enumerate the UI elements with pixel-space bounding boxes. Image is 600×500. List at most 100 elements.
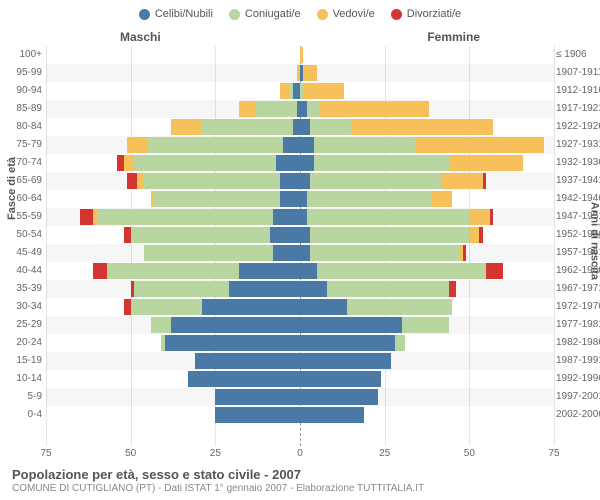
birth-year-label: 1907-1911 [556,64,600,82]
male-bar [239,101,300,117]
male-bar [161,335,300,351]
bar-segment [307,191,432,207]
population-pyramid-chart: 100+≤ 190695-991907-191190-941912-191685… [46,46,554,446]
age-row: 90-941912-1916 [46,82,554,100]
bar-segment [107,263,239,279]
bar-segment [314,155,449,171]
female-bar [300,227,483,243]
x-tick-label: 25 [379,448,390,459]
bar-segment [432,191,452,207]
age-label: 100+ [2,46,42,64]
birth-year-label: 1917-1921 [556,100,600,118]
bar-segment [202,299,300,315]
bar-segment [93,263,107,279]
age-row: 60-641942-1946 [46,190,554,208]
bar-segment [449,281,456,297]
legend-label: Divorziati/e [407,8,461,20]
female-bar [300,65,317,81]
bar-segment [300,371,381,387]
birth-year-label: 1982-1986 [556,334,600,352]
male-bar [131,281,300,297]
age-label: 80-84 [2,118,42,136]
bar-segment [402,317,449,333]
bar-segment [483,173,486,189]
female-bar [300,173,486,189]
age-label: 60-64 [2,190,42,208]
bar-segment [300,407,364,423]
birth-year-label: 1932-1936 [556,154,600,172]
bar-segment [131,227,270,243]
female-bar [300,335,405,351]
age-row: 20-241982-1986 [46,334,554,352]
x-tick-label: 75 [548,448,559,459]
bar-segment [415,137,544,153]
age-label: 45-49 [2,244,42,262]
birth-year-label: 1952-1956 [556,226,600,244]
age-row: 40-441962-1966 [46,262,554,280]
birth-year-label: 1937-1941 [556,172,600,190]
bar-segment [300,299,347,315]
female-bar [300,281,456,297]
bar-segment [256,101,297,117]
bar-segment [395,335,405,351]
age-row: 45-491957-1961 [46,244,554,262]
bar-segment [486,263,503,279]
female-bar [300,83,344,99]
x-tick-label: 0 [297,448,303,459]
age-label: 95-99 [2,64,42,82]
age-label: 15-19 [2,352,42,370]
bar-segment [117,155,124,171]
age-label: 50-54 [2,226,42,244]
age-row: 70-741932-1936 [46,154,554,172]
age-label: 20-24 [2,334,42,352]
bar-segment [310,227,469,243]
legend-item: Vedovi/e [317,8,375,20]
birth-year-label: 1922-1926 [556,118,600,136]
age-row: 25-291977-1981 [46,316,554,334]
age-row: 75-791927-1931 [46,136,554,154]
legend-dot [139,9,150,20]
bar-segment [317,263,486,279]
age-label: 30-34 [2,298,42,316]
bar-segment [479,227,482,243]
bar-segment [320,101,428,117]
bar-segment [80,209,94,225]
age-row: 0-42002-2006 [46,406,554,424]
bar-segment [124,227,131,243]
bar-segment [300,227,310,243]
birth-year-label: 1997-2001 [556,388,600,406]
age-row: 100+≤ 1906 [46,46,554,64]
male-bar [127,173,300,189]
bar-segment [215,389,300,405]
bar-segment [188,371,300,387]
birth-year-label: 1962-1966 [556,262,600,280]
birth-year-label: 1967-1971 [556,280,600,298]
age-row: 35-391967-1971 [46,280,554,298]
birth-year-label: 1977-1981 [556,316,600,334]
bar-segment [134,281,229,297]
female-bar [300,101,429,117]
age-label: 10-14 [2,370,42,388]
x-tick-label: 50 [464,448,475,459]
age-row: 95-991907-1911 [46,64,554,82]
bar-segment [327,281,449,297]
bar-segment [280,83,290,99]
bar-segment [273,245,300,261]
gridline [554,46,555,446]
bar-segment [283,137,300,153]
age-label: 65-69 [2,172,42,190]
male-bar [171,119,300,135]
bar-segment [195,353,300,369]
bar-segment [310,119,351,135]
birth-year-label: 1912-1916 [556,82,600,100]
age-label: 55-59 [2,208,42,226]
bar-segment [300,155,314,171]
age-row: 30-341972-1976 [46,298,554,316]
male-bar [215,407,300,423]
bar-segment [131,299,202,315]
legend-item: Celibi/Nubili [139,8,213,20]
bar-segment [270,227,300,243]
bar-segment [171,317,300,333]
bar-segment [293,83,300,99]
bar-segment [151,317,171,333]
